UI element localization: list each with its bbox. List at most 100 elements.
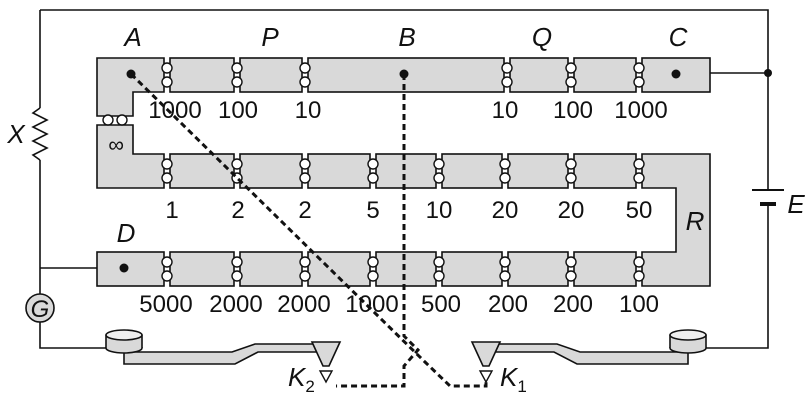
plug-socket <box>102 114 114 126</box>
key-K2-lever <box>123 343 321 365</box>
row1-value: 1000 <box>148 97 201 124</box>
label-A: A <box>122 22 141 52</box>
block-A <box>96 57 165 117</box>
plug-socket <box>231 76 243 88</box>
row3-value: 500 <box>421 291 461 318</box>
block-row3-5 <box>375 251 437 287</box>
plug-socket <box>499 172 511 184</box>
plug-socket <box>299 172 311 184</box>
label-R: R <box>686 206 705 236</box>
plug-socket <box>231 62 243 74</box>
plug-sockets <box>102 62 645 282</box>
plug-socket <box>565 270 577 282</box>
block-row1-6 <box>573 57 637 93</box>
battery-E <box>752 189 784 222</box>
row3-value: 2000 <box>277 291 330 318</box>
plug-socket <box>499 256 511 268</box>
plug-socket <box>501 62 513 74</box>
plug-socket <box>231 270 243 282</box>
label-K2-sub: 2 <box>305 377 314 396</box>
block-row3-6 <box>441 251 503 287</box>
label-C: C <box>669 22 688 52</box>
plug-socket <box>367 158 379 170</box>
label-K2-main: K <box>288 362 307 392</box>
plug-socket <box>299 62 311 74</box>
row2-value: 2 <box>298 197 311 224</box>
plug-socket <box>565 256 577 268</box>
plug-socket <box>299 270 311 282</box>
plug-socket <box>633 270 645 282</box>
plug-socket <box>633 256 645 268</box>
block-row1-3 <box>239 57 303 93</box>
plug-socket <box>433 172 445 184</box>
plug-socket <box>161 158 173 170</box>
row3-values: 5000 2000 2000 1000 500 200 200 100 <box>139 291 659 318</box>
terminal-C-dot <box>671 69 681 79</box>
row1-value: 10 <box>295 97 322 124</box>
right-wire <box>705 222 769 349</box>
terminal-D-dot <box>119 263 129 273</box>
key-K1-tip <box>478 370 494 384</box>
key-K2[interactable] <box>105 329 342 384</box>
row2-value: 50 <box>626 197 653 224</box>
key-K2-contact <box>310 341 342 367</box>
key-K2-tip <box>318 370 334 384</box>
block-row1-2 <box>169 57 235 93</box>
row2-value: 2 <box>231 197 244 224</box>
key-K1[interactable] <box>470 329 707 384</box>
row1-value: 1000 <box>614 97 667 124</box>
block-row3-3 <box>239 251 303 287</box>
row3-value: 100 <box>619 291 659 318</box>
plug-socket <box>633 62 645 74</box>
block-row2-5 <box>375 153 437 189</box>
label-K1: K1 <box>500 362 527 396</box>
plug-socket <box>565 76 577 88</box>
block-row2-7 <box>507 153 569 189</box>
plug-socket <box>433 270 445 282</box>
resistor-X-symbol <box>31 107 49 161</box>
block-left-corner <box>96 124 165 189</box>
row1-blocks <box>96 57 711 117</box>
block-row3-2 <box>169 251 235 287</box>
row1-values: 1000 100 10 10 100 1000 <box>148 97 667 124</box>
plug-socket <box>161 172 173 184</box>
label-D: D <box>117 218 136 248</box>
label-K2: K2 <box>288 362 315 396</box>
block-row2-8 <box>573 153 637 189</box>
row3-value: 1000 <box>345 291 398 318</box>
label-P: P <box>261 22 279 52</box>
block-row3-8 <box>573 251 637 287</box>
block-row3-7 <box>507 251 569 287</box>
plug-socket <box>633 158 645 170</box>
plug-socket <box>633 172 645 184</box>
plug-socket <box>367 256 379 268</box>
plug-socket <box>367 172 379 184</box>
row1-value: 100 <box>553 97 593 124</box>
row2-blocks <box>96 124 711 287</box>
block-R <box>641 153 711 287</box>
block-row1-5 <box>509 57 569 93</box>
block-row2-2 <box>169 153 235 189</box>
row2-value: 20 <box>492 197 519 224</box>
plug-socket <box>299 158 311 170</box>
plug-socket <box>499 158 511 170</box>
row2-value: 10 <box>426 197 453 224</box>
row2-value: 1 <box>165 197 178 224</box>
plug-socket <box>499 270 511 282</box>
row2-values: 1 2 2 5 10 20 20 50 <box>165 197 652 224</box>
block-row2-6 <box>441 153 503 189</box>
dashed-B-to-K2 <box>336 74 421 388</box>
plug-socket <box>565 62 577 74</box>
row2-value: 5 <box>366 197 379 224</box>
plug-socket <box>231 256 243 268</box>
plug-socket <box>299 76 311 88</box>
key-K1-lever <box>491 343 689 365</box>
label-Q: Q <box>532 22 552 52</box>
row3-value: 200 <box>553 291 593 318</box>
dashed-A-to-K1 <box>129 72 488 388</box>
plug-socket <box>433 256 445 268</box>
label-K1-main: K <box>500 362 519 392</box>
label-K1-sub: 1 <box>517 377 526 396</box>
plug-socket <box>367 270 379 282</box>
